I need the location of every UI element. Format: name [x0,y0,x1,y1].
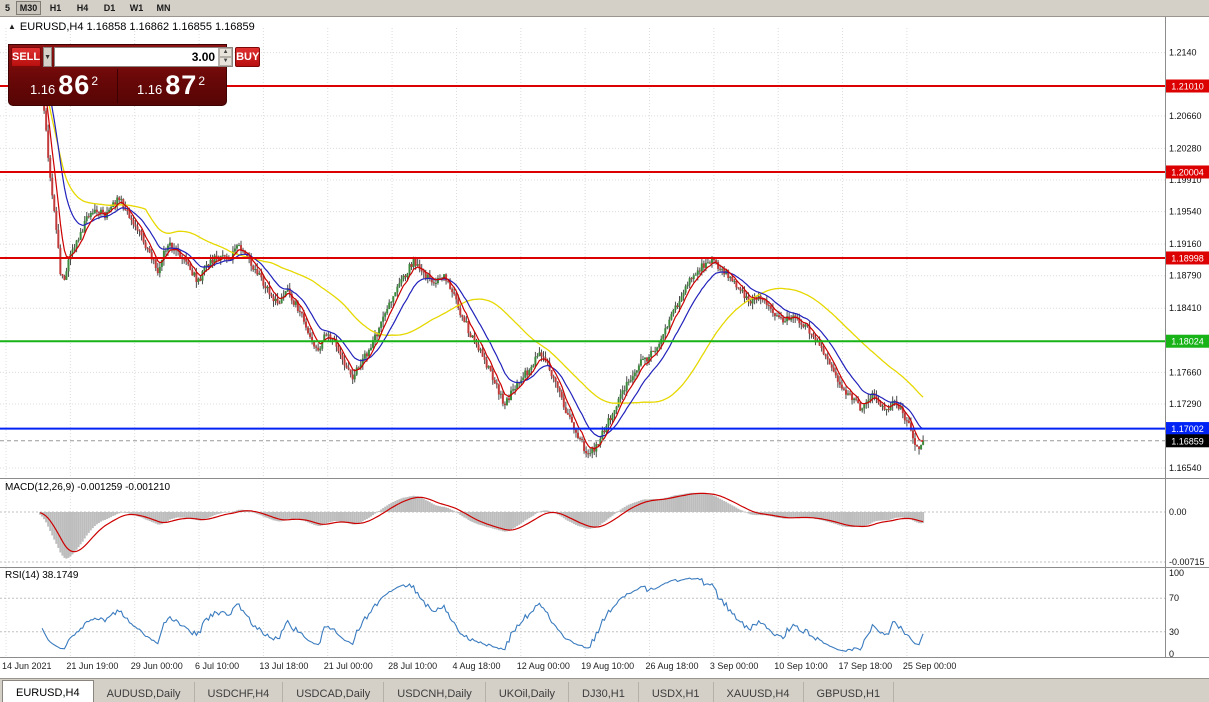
period-button-5[interactable]: 5 [1,1,14,15]
chart-title-text: EURUSD,H4 1.16858 1.16862 1.16855 1.1685… [19,21,255,33]
price-badge-label: 1.18998 [1171,253,1204,263]
price-divider [117,69,118,103]
price-badge-label: 1.21010 [1171,82,1204,92]
time-axis-label: 3 Sep 00:00 [710,661,759,671]
tab-eurusd-h4[interactable]: EURUSD,H4 [2,680,94,702]
sell-price-big-digits: 86 [58,70,91,100]
price-badge-label: 1.16859 [1171,436,1204,446]
price-axis-label: 1.18410 [1169,303,1202,313]
price-badge-label: 1.20004 [1171,167,1204,177]
chart-canvas[interactable]: 14 Jun 2021 21 Jun 19:00 29 Jun 00:00 6 Jul… [0,17,1209,678]
lot-size-field: ▲ ▼ [54,47,234,67]
price-axis-label: 1.16540 [1169,463,1202,473]
time-axis-label: 29 Jun 00:00 [131,661,183,671]
tab-gbpusd-h1[interactable]: GBPUSD,H1 [804,682,895,702]
one-click-trading-panel: SELL ▼ ▲ ▼ BUY 1.16 86 2 1.16 87 [8,44,261,106]
lot-spinner: ▲ ▼ [218,48,233,66]
time-axis-label: 10 Sep 10:00 [774,661,828,671]
tab-ukoil-daily[interactable]: UKOil,Daily [486,682,570,702]
tab-usdcnh-daily[interactable]: USDCNH,Daily [384,682,486,702]
sell-price-prefix: 1.16 [29,82,56,97]
lot-options-dropdown[interactable]: ▼ [43,47,53,67]
tab-usdcad-daily[interactable]: USDCAD,Daily [283,682,385,702]
time-axis-label: 21 Jun 19:00 [66,661,118,671]
buy-price-prefix: 1.16 [136,82,163,97]
sell-button[interactable]: SELL [11,47,42,67]
price-axis-label: 1.17660 [1169,367,1202,377]
buy-price-display[interactable]: 1.16 87 2 [118,69,224,103]
tab-dj30-h1[interactable]: DJ30,H1 [569,682,639,702]
buy-price-big-digits: 87 [165,70,198,100]
price-axis-label: 1.20280 [1169,143,1202,153]
buy-price-pipette: 2 [198,74,206,88]
tab-xauusd-h4[interactable]: XAUUSD,H4 [714,682,804,702]
chart-tabs-bar: EURUSD,H4 AUDUSD,Daily USDCHF,H4 USDCAD,Dai… [0,678,1209,702]
time-axis-label: 19 Aug 10:00 [581,661,634,671]
period-button-w1[interactable]: W1 [124,1,149,15]
macd-indicator-label: MACD(12,26,9) -0.001259 -0.001210 [5,482,171,493]
price-axis-label: 1.17290 [1169,399,1202,409]
price-axis-label: 70 [1169,593,1179,603]
time-axis-label: 4 Aug 18:00 [452,661,500,671]
time-axis-label: 21 Jul 00:00 [324,661,373,671]
price-axis-label: 1.19160 [1169,239,1202,249]
sell-price-display[interactable]: 1.16 86 2 [11,69,117,103]
chevron-down-icon: ▼ [44,53,52,61]
tab-usdx-h1[interactable]: USDX,H1 [639,682,714,702]
price-axis-label: 1.19910 [1169,175,1202,185]
price-badge [1166,165,1209,179]
price-axis-label: 1.18790 [1169,271,1202,281]
price-axis-label: 1.20660 [1169,111,1202,121]
period-button-m30[interactable]: M30 [16,1,41,15]
period-toolbar: 5 M30 H1 H4 D1 W1 MN [0,0,1209,17]
price-badge-label: 1.17002 [1171,424,1204,434]
price-badge [1166,79,1209,93]
period-button-mn[interactable]: MN [151,1,176,15]
time-axis-label: 17 Sep 18:00 [839,661,893,671]
price-axis-label: -0.00715 [1169,557,1205,567]
price-badge [1166,334,1209,348]
lot-decrease-button[interactable]: ▼ [219,57,233,66]
price-axis-label: 1.2140 [1169,48,1197,58]
period-button-h1[interactable]: H1 [43,1,68,15]
time-axis-label: 26 Aug 18:00 [646,661,699,671]
time-axis-label: 25 Sep 00:00 [903,661,957,671]
price-badge [1166,434,1209,448]
period-button-d1[interactable]: D1 [97,1,122,15]
chart-title: ▲ EURUSD,H4 1.16858 1.16862 1.16855 1.16… [8,21,255,33]
time-axis-label: 6 Jul 10:00 [195,661,239,671]
time-axis-label: 12 Aug 00:00 [517,661,570,671]
tab-usdchf-h4[interactable]: USDCHF,H4 [195,682,284,702]
price-axis-label: 0 [1169,649,1174,659]
price-badge [1166,251,1209,265]
price-axis-label: 0.00 [1169,507,1187,517]
price-badge-label: 1.18024 [1171,337,1204,347]
time-axis-label: 28 Jul 10:00 [388,661,437,671]
price-badge [1166,422,1209,436]
buy-button[interactable]: BUY [235,47,261,67]
price-axis-label: 1.19540 [1169,207,1202,217]
time-axis-label: 13 Jul 18:00 [259,661,308,671]
lot-size-input[interactable] [55,48,219,66]
period-button-h4[interactable]: H4 [70,1,95,15]
sell-price-pipette: 2 [91,74,99,88]
time-axis-label: 14 Jun 2021 [2,661,52,671]
rsi-indicator-label: RSI(14) 38.1749 [5,570,79,581]
tab-audusd-daily[interactable]: AUDUSD,Daily [94,682,195,702]
price-axis-label: 30 [1169,627,1179,637]
price-axis-label: 100 [1169,568,1184,578]
chart-symbol-icon: ▲ [8,22,16,31]
lot-increase-button[interactable]: ▲ [219,48,233,57]
